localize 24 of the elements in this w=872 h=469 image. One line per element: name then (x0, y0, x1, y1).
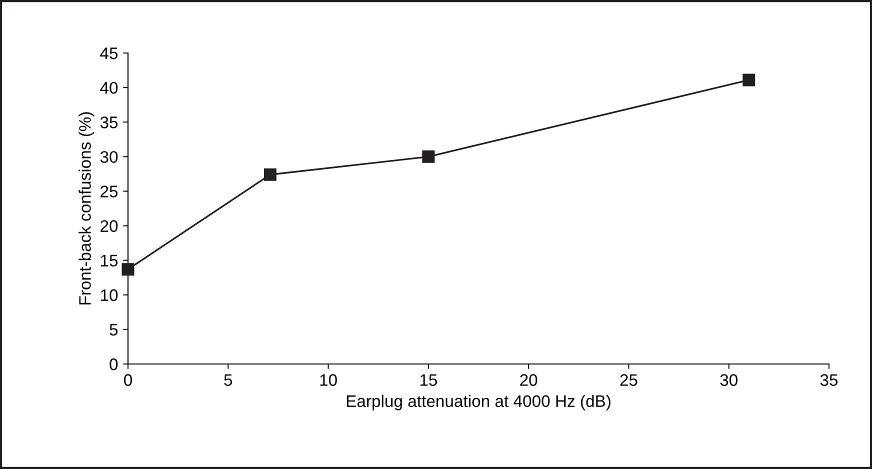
y-tick-label: 40 (100, 82, 118, 94)
y-axis-title: Front-back confusions (%) (78, 112, 94, 304)
x-tick-label: 30 (720, 374, 738, 386)
y-tick-label: 30 (100, 151, 118, 163)
y-tick-label: 25 (100, 186, 118, 198)
x-axis-title: Earplug attenuation at 4000 Hz (dB) (346, 394, 610, 410)
y-tick-label: 20 (100, 220, 118, 232)
point (264, 168, 276, 181)
x-tick-label: 10 (320, 374, 337, 386)
x-tick-label: 25 (620, 374, 638, 386)
x-tick-label: 35 (820, 374, 838, 386)
y-tick-label: 10 (101, 289, 118, 302)
x-tick-label: 20 (520, 374, 538, 386)
y-tick-label: 5 (110, 324, 118, 336)
x-tick-label: 5 (224, 374, 232, 386)
y-tick-label: 45 (100, 48, 118, 60)
point (742, 74, 756, 86)
y-tick-label: 15 (101, 254, 118, 267)
y-tick-label: 35 (100, 116, 118, 128)
x-tick-label: 0 (124, 374, 132, 386)
y-tick-label: 0 (110, 358, 118, 370)
point (122, 263, 134, 276)
point (422, 150, 435, 163)
x-tick-label: 15 (420, 374, 437, 386)
